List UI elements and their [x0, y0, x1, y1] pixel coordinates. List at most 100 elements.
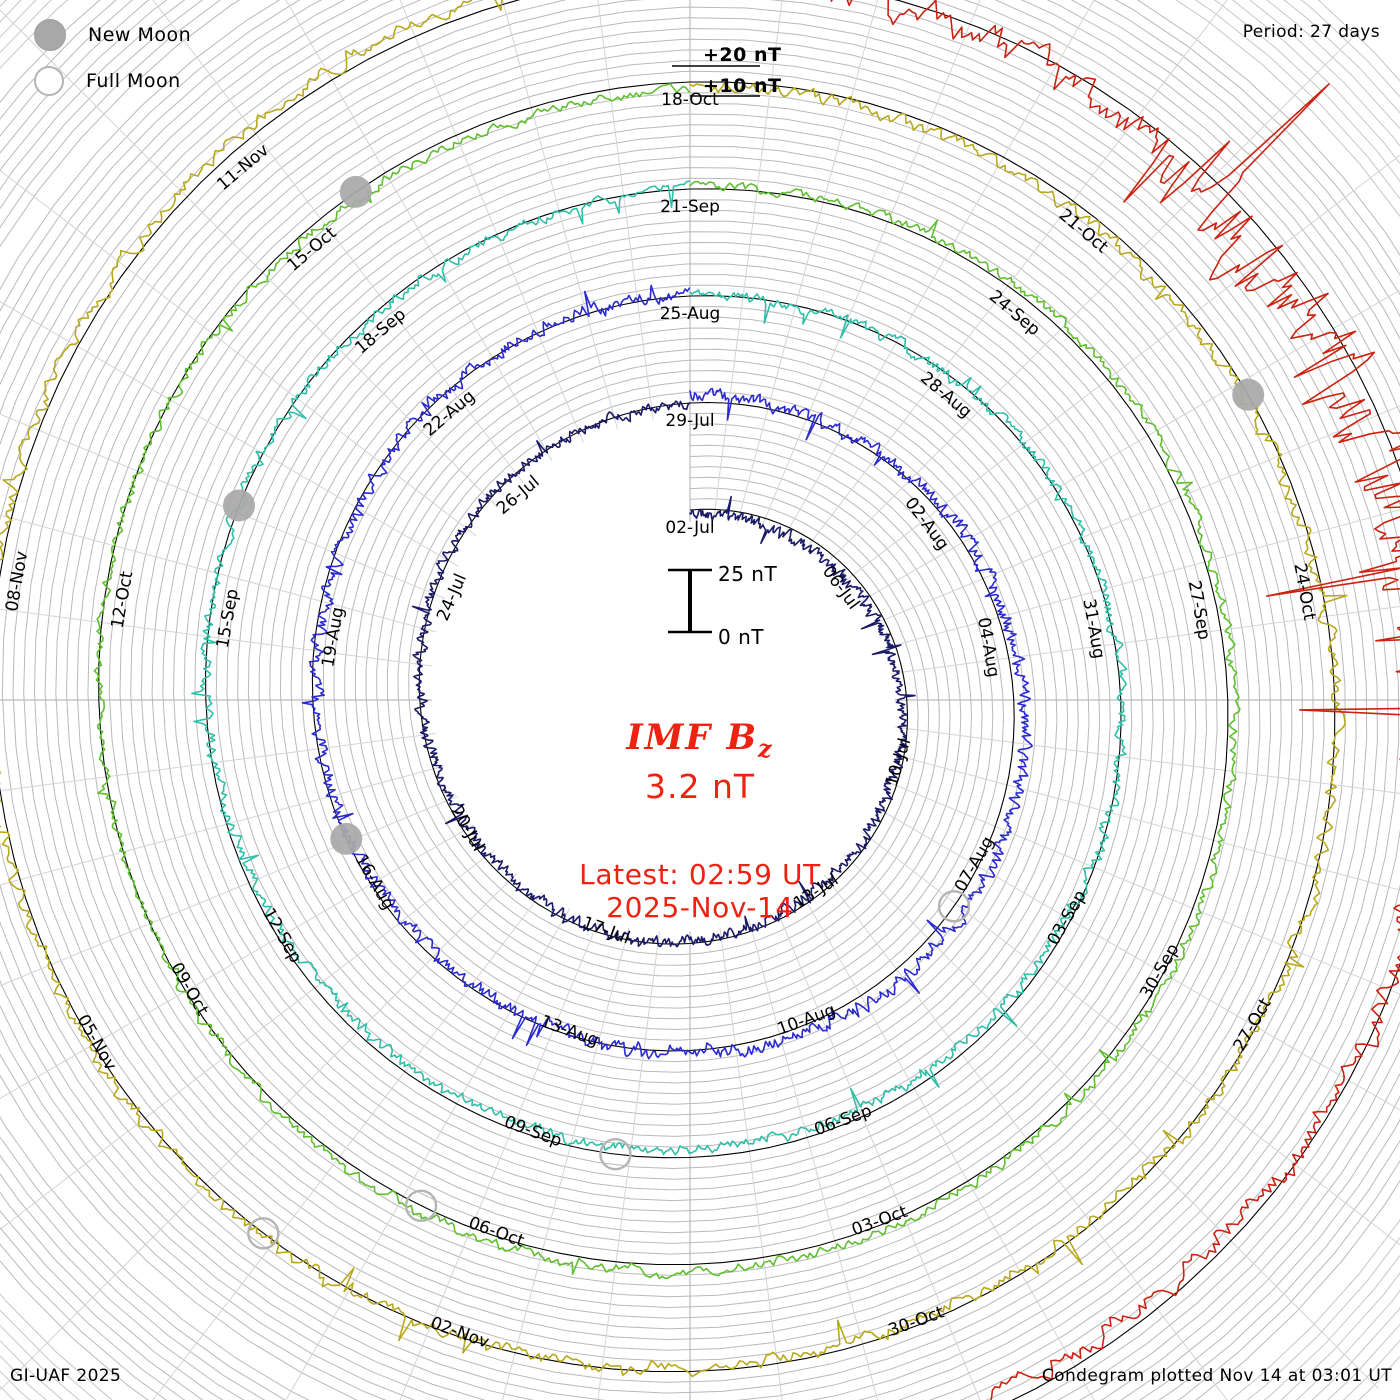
grid-spoke-minor [0, 301, 459, 567]
scalebar-bottom-label: 0 nT [718, 625, 764, 649]
grid-spoke-minor [0, 765, 446, 886]
grid-spoke-minor [895, 726, 1400, 794]
new-moon-marker [1232, 378, 1265, 411]
grid-spoke-minor [859, 289, 1400, 603]
grid-spoke-minor [891, 753, 1400, 891]
grid-spoke-minor [843, 853, 1379, 1389]
grid-spoke-minor [399, 0, 584, 444]
moon-legend: New Moon Full Moon [28, 12, 328, 104]
scalebar-top-label: 25 nT [718, 562, 778, 586]
grid-spoke-minor [719, 927, 783, 1400]
full-moon-icon [34, 66, 64, 96]
grid-spoke-minor [597, 931, 660, 1400]
bz-trace-turn-3 [93, 83, 1241, 1280]
date-label: 09-Sep [501, 1112, 564, 1151]
full-moon-marker [247, 1217, 280, 1250]
full-moon-marker [937, 890, 971, 923]
grid-spoke-minor [775, 907, 981, 1400]
ring-label-10nt: +10 nT [703, 75, 782, 97]
date-label: 03-Oct [849, 1202, 910, 1241]
bz-trace-turn-0 [411, 400, 916, 948]
date-label: 02-Nov [428, 1313, 492, 1353]
period-annotation: Period: 27 days [1242, 22, 1380, 42]
grid-spoke-minor [152, 0, 524, 484]
grid-spoke-minor [0, 872, 518, 1391]
grid-spoke-minor [0, 732, 437, 792]
credit-annotation: GI-UAF 2025 [10, 1366, 122, 1386]
date-label: 13-Jul [790, 870, 842, 914]
grid-spoke-minor [890, 606, 1400, 675]
grid-spoke-minor [0, 169, 477, 537]
date-label: 25-Aug [660, 304, 721, 324]
grid-spoke-minor [0, 413, 446, 600]
date-label: 04-Aug [973, 616, 1003, 679]
date-label: 21-Sep [660, 197, 720, 217]
bz-trace-turn-1 [301, 284, 1033, 1060]
grid-spoke-minor [0, 795, 458, 987]
grid-spoke-minor [885, 780, 1400, 995]
grid-spoke-minor [804, 0, 1228, 551]
grid-spoke-minor [860, 831, 1400, 1246]
new-moon-marker [223, 489, 255, 522]
grid-spoke-minor [713, 0, 783, 522]
full-moon-marker [404, 1189, 438, 1223]
baseline-spiral-3 [98, 81, 1229, 1266]
grid-spoke-minor [0, 824, 475, 1099]
grid-spoke-minor [824, 30, 1360, 566]
bz-trace-turn-2 [191, 180, 1128, 1156]
baseline-spiral-5 [894, 0, 1400, 1400]
grid-spoke-minor [0, 608, 432, 667]
plotted-timestamp: Condegram plotted Nov 14 at 03:01 UT [1041, 1366, 1392, 1386]
full-moon-marker [599, 1137, 632, 1171]
grid-spoke-minor [0, 514, 437, 633]
new-moon-label: New Moon [88, 24, 192, 46]
date-label: 26-Jul [493, 472, 544, 519]
baseline-spiral-0 [418, 402, 908, 945]
grid-spoke-minor [783, 0, 1095, 539]
grid-spoke-minor [0, 9, 499, 509]
date-label: 30-Oct [886, 1302, 947, 1341]
date-label: 29-Jul [665, 411, 714, 431]
date-label: 18-Oct [661, 90, 719, 110]
date-label: 19-Aug [318, 606, 348, 669]
date-label: 08-Nov [2, 550, 32, 614]
date-label: 10-Aug [775, 1000, 839, 1040]
new-moon-marker [330, 822, 363, 855]
legend-item-full-moon: Full Moon [28, 58, 328, 104]
date-label: 17-Jul [579, 913, 632, 949]
bz-trace-turn-5 [830, 0, 1400, 1400]
date-label: 12-Oct [108, 569, 138, 630]
date-label: 06-Sep [812, 1101, 875, 1140]
grid-spoke-minor [501, 0, 618, 430]
grid-spoke-minor [874, 806, 1400, 1111]
baseline-spiral-1 [311, 295, 1015, 1052]
date-label: 02-Jul [665, 518, 714, 538]
date-label: 06-Oct [466, 1213, 527, 1252]
scale-bar [668, 65, 760, 634]
grid-spoke-minor [748, 919, 879, 1400]
moon-markers [223, 175, 1265, 1250]
grid-spoke-minor [597, 0, 654, 420]
date-label: 10-Jul [882, 736, 915, 789]
date-label: 20-Jul [446, 802, 488, 855]
new-moon-icon [34, 19, 66, 51]
grid-spoke-minor [285, 0, 553, 462]
grid-spoke-minor [800, 892, 1095, 1400]
date-label: 28-Aug [916, 368, 975, 422]
grid-spoke-minor [0, 850, 495, 1231]
grid-spoke-minor [399, 919, 600, 1400]
grid-spoke-minor [285, 907, 571, 1400]
full-moon-label: Full Moon [86, 70, 181, 92]
